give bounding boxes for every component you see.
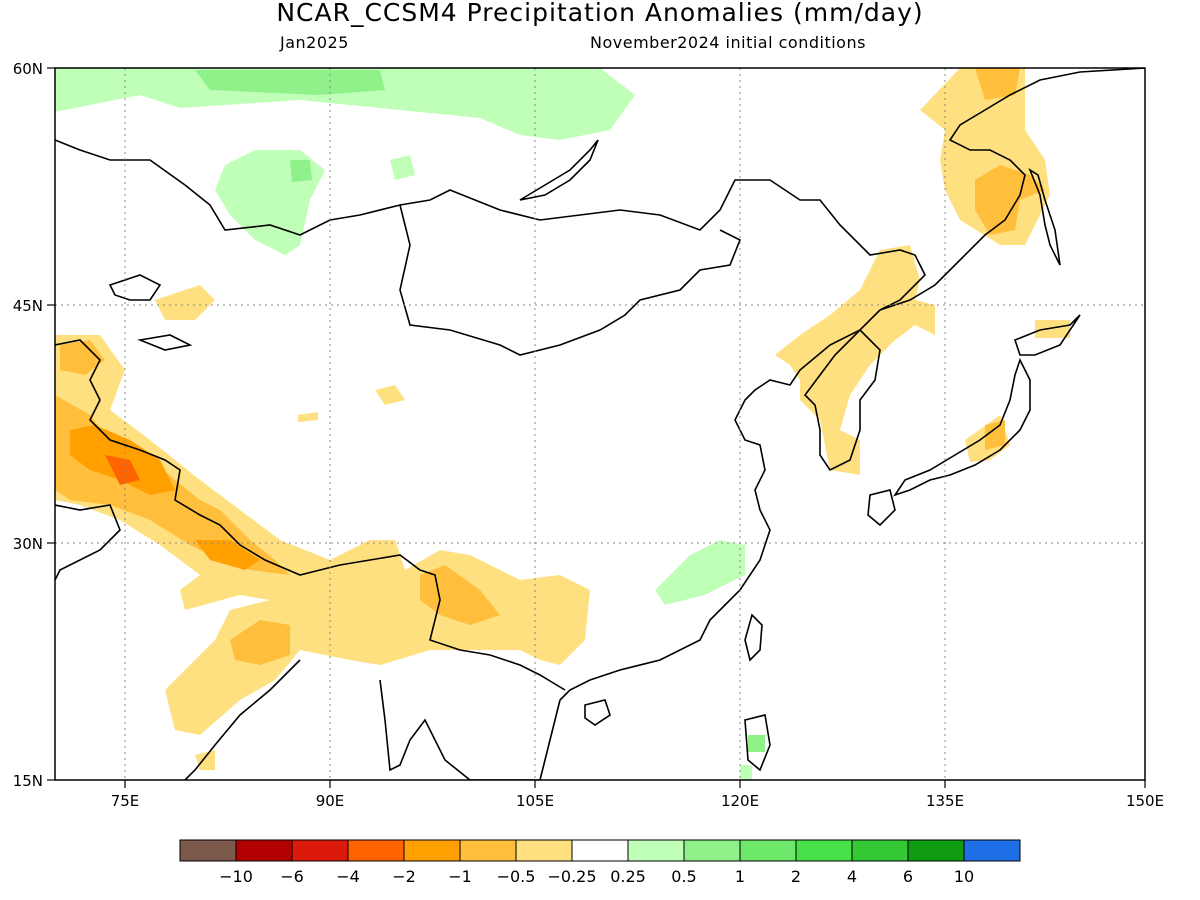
lake-baikal [519,139,599,201]
longitude-labels: 75E 90E 105E 120E 135E 150E [111,792,1164,810]
legend-swatch [235,839,293,862]
china-southern-border [459,649,566,691]
indochina-coast [379,679,561,780]
legend-swatch [907,839,965,862]
wet-anomaly-core-2 [195,70,385,95]
legend-label: −0.25 [547,867,596,886]
initial-conditions-label: November2024 initial conditions [590,33,866,52]
hokkaido-island [1014,314,1081,356]
dry-anomaly-hokkaido [1035,320,1070,338]
strong-dry-nepal [195,540,260,570]
china-northern-border [55,139,926,311]
legend-label: 0.25 [610,867,646,886]
lat-label-30n: 30N [13,535,43,553]
lon-label-150e: 150E [1126,792,1164,810]
legend-swatch [795,839,853,862]
wet-anomaly-southeast-china [655,540,745,605]
legend-label: 6 [903,867,913,886]
lat-label-60n: 60N [13,60,43,78]
moderate-dry-sakhalin [975,165,1045,235]
color-legend-labels: −10 −6 −4 −2 −1 −0.5 −0.25 0.25 0.5 1 2 4 6 10 [219,867,974,886]
legend-label: −10 [219,867,253,886]
lat-label-15n: 15N [13,772,43,790]
map-title: NCAR_CCSM4 Precipitation Anomalies (mm/d… [276,0,924,27]
himalaya-border [55,339,461,651]
legend-swatch [515,839,573,862]
taiwan-island [744,613,763,662]
legend-swatch [291,839,349,862]
moderate-dry-kamchatka [975,68,1020,100]
legend-swatch [627,839,685,862]
lon-label-120e: 120E [721,792,759,810]
legend-swatch [963,839,1021,862]
wet-anomaly-siberia [55,68,635,140]
caspian-aral-coast [108,274,162,301]
lon-label-105e: 105E [516,792,554,810]
wet-anomaly-south [740,765,752,780]
hainan-island [584,699,611,726]
legend-swatch [851,839,909,862]
legend-label: −0.5 [497,867,536,886]
legend-label: 1 [735,867,745,886]
legend-label: −1 [448,867,472,886]
mongolia-southern-border [399,204,742,356]
legend-label: 0.5 [671,867,696,886]
legend-swatch [347,839,405,862]
moderate-dry-kashmir-west [60,340,105,375]
balkhash-lake [137,334,193,351]
legend-label: 4 [847,867,857,886]
sakhalin-island [1028,168,1061,266]
lat-label-45n: 45N [13,297,43,315]
moderate-dry-japan [985,420,1005,450]
honshu-island [893,357,1031,497]
china-east-coast [559,309,881,701]
dry-anomaly-tarim [375,385,405,405]
lon-label-75e: 75E [111,792,140,810]
color-legend [179,839,1021,862]
legend-swatch [459,839,517,862]
india-coast [184,659,301,780]
dry-anomaly-himalaya [55,335,590,735]
wet-anomaly-philippines [748,735,765,752]
legend-swatch [403,839,461,862]
map-frame [54,67,1146,781]
kyushu-island [867,489,896,527]
legend-label: −2 [392,867,416,886]
latitude-labels: 60N 45N 30N 15N [13,60,43,790]
moderate-dry-bengal [230,620,290,665]
forecast-month: Jan2025 [280,33,349,52]
legend-swatch [739,839,797,862]
wet-anomaly-core-1 [290,160,312,182]
lon-label-90e: 90E [316,792,345,810]
korea-coastline [803,328,881,472]
legend-label: 2 [791,867,801,886]
dry-anomaly-kazakh [155,285,215,320]
moderate-dry-yunnan [420,565,500,625]
india-border [55,504,121,581]
axis-ticks [47,67,1146,788]
legend-label: −6 [280,867,304,886]
dry-anomaly-small [298,412,318,422]
legend-label: 10 [954,867,974,886]
anomaly-shading [55,68,1070,780]
gridlines [55,68,1145,780]
legend-label: −4 [336,867,360,886]
wet-anomaly-small [390,155,415,180]
legend-swatch [571,839,629,862]
dry-anomaly-northeast-china [775,245,935,475]
legend-swatch [179,839,237,862]
coastlines-and-borders [55,68,1145,780]
very-strong-dry-core [105,455,140,485]
russia-pacific-coast [879,68,1145,311]
lon-label-135e: 135E [926,792,964,810]
luzon-island [744,714,771,772]
legend-swatch [683,839,741,862]
